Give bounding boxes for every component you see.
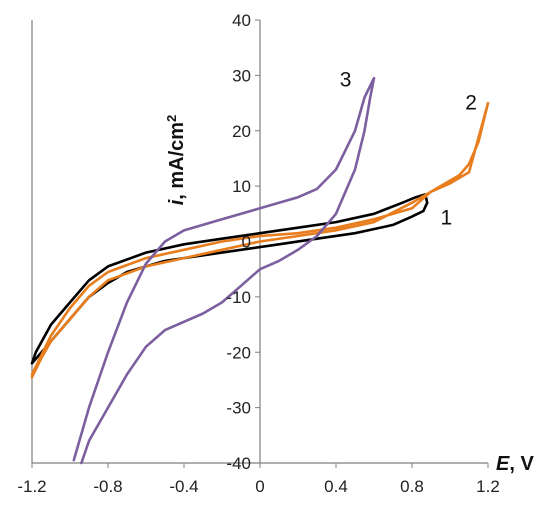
x-tick-label: -0.4 bbox=[169, 477, 198, 496]
series-3-label: 3 bbox=[340, 68, 352, 91]
x-tick-label: -1.2 bbox=[17, 477, 46, 496]
x-axis-title: E, V bbox=[496, 453, 534, 475]
y-tick-label: 30 bbox=[232, 66, 251, 85]
y-tick-label: 10 bbox=[232, 177, 251, 196]
y-tick-label: -20 bbox=[226, 343, 251, 362]
series-1-label: 1 bbox=[441, 206, 453, 229]
tick-labels: 40 30 20 10 0 -10 -20 -30 -40 -1.2 -0.8 -0.4 0 0.4 0.8… bbox=[17, 11, 499, 496]
y-tick-label: 0 bbox=[242, 233, 251, 252]
y-tick-label: 20 bbox=[232, 122, 251, 141]
series-layer bbox=[30, 76, 490, 465]
y-tick-label: -40 bbox=[226, 454, 251, 473]
y-tick-label: -10 bbox=[226, 288, 251, 307]
y-axis-unit-superscript: 2 bbox=[164, 115, 179, 122]
series-2-label: 2 bbox=[465, 92, 477, 115]
x-tick-label: -0.8 bbox=[93, 477, 122, 496]
series-labels: 1 2 3 bbox=[340, 68, 477, 229]
series-3-line bbox=[72, 76, 376, 465]
y-axis-symbol: i bbox=[166, 199, 188, 205]
y-axis-title: i, mA/cm2 bbox=[164, 115, 189, 206]
x-tick-label: 0.4 bbox=[324, 477, 348, 496]
x-tick-label: 0.8 bbox=[400, 477, 424, 496]
y-tick-label: 40 bbox=[232, 11, 251, 30]
axes bbox=[31, 19, 489, 468]
y-axis-unit: , mA/cm bbox=[166, 122, 188, 200]
x-axis-unit: , V bbox=[509, 453, 534, 475]
x-axis-symbol: E bbox=[496, 453, 510, 475]
series-2-line bbox=[30, 101, 490, 379]
x-tick-label: 1.2 bbox=[476, 477, 500, 496]
x-tick-label: 0 bbox=[255, 477, 264, 496]
y-tick-label: -30 bbox=[226, 399, 251, 418]
